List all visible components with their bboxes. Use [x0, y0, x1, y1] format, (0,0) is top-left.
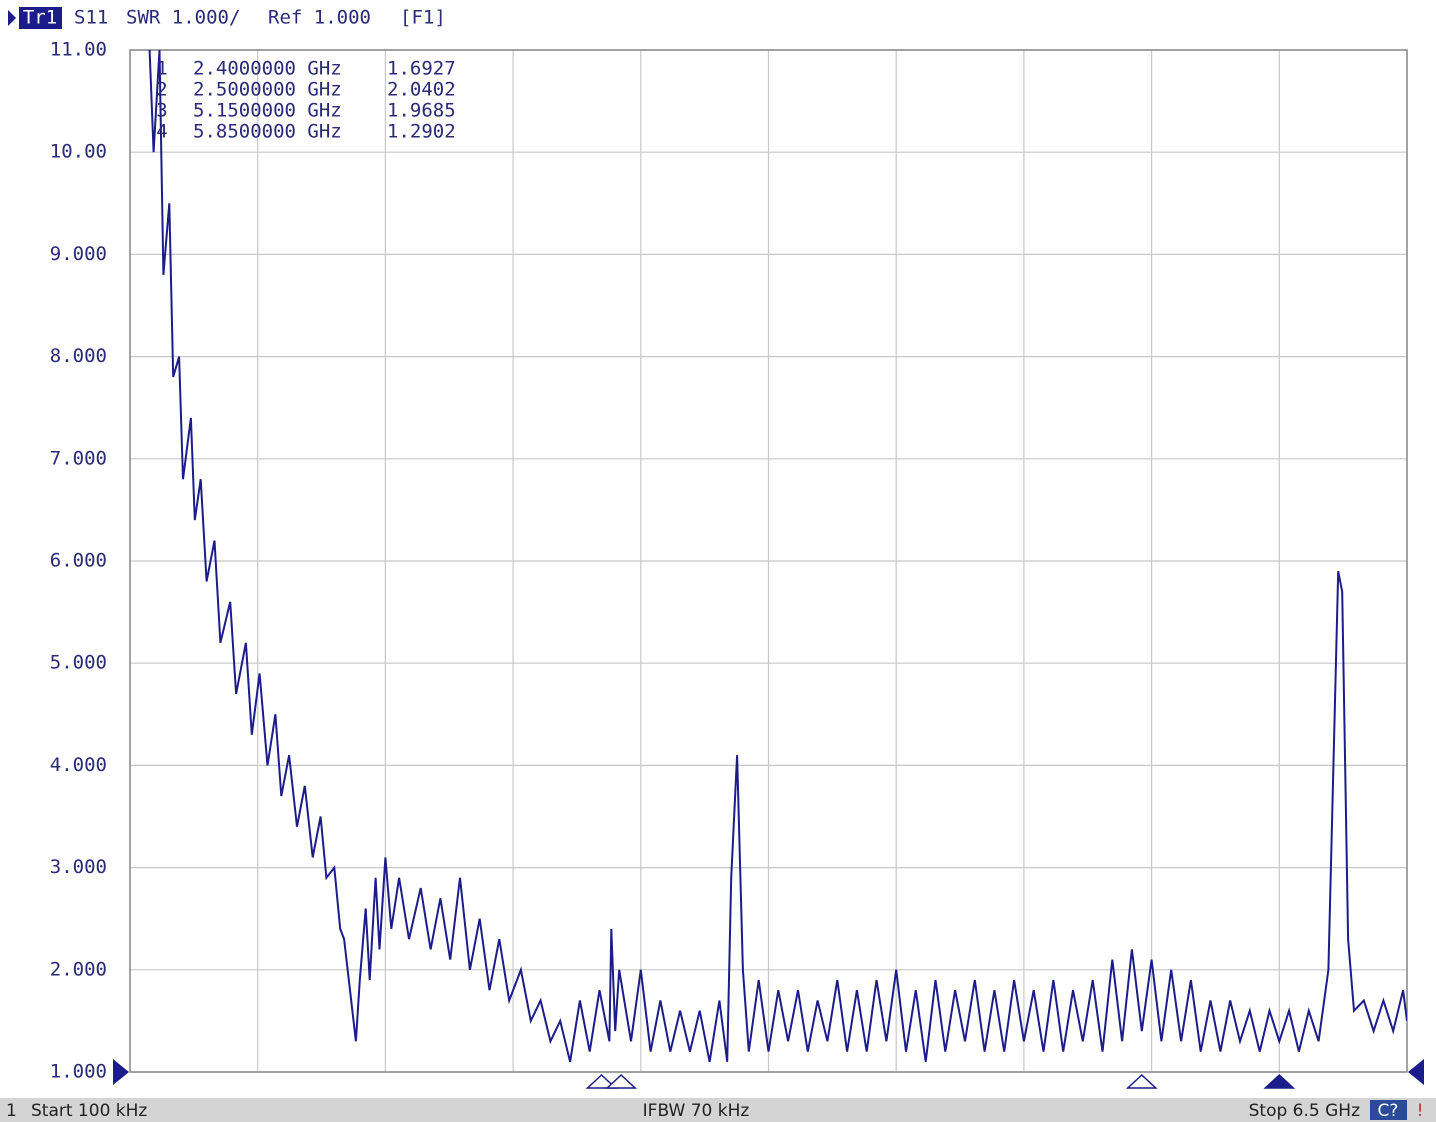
marker-triangle: [1125, 1073, 1158, 1089]
marker-triangle: [585, 1073, 618, 1089]
marker-number: 2: [156, 79, 167, 101]
function: [F1]: [400, 7, 446, 29]
marker-triangle: [1263, 1073, 1296, 1089]
stop: Stop 6.5 GHz: [1249, 1101, 1360, 1121]
cal-status: C?: [1378, 1101, 1399, 1121]
y-tick-label: 7.000: [50, 447, 107, 469]
channel: 1: [6, 1101, 17, 1121]
y-tick-label: 10.00: [50, 141, 107, 163]
marker-number: 1: [156, 58, 167, 80]
reference: Ref 1.000: [268, 7, 371, 29]
marker-frequency: 5.1500000 GHz: [193, 100, 342, 122]
trace-badge[interactable]: [19, 7, 62, 29]
marker-frequency: 2.4000000 GHz: [193, 58, 342, 80]
parameter: S11: [74, 7, 108, 29]
marker-triangle: [605, 1073, 638, 1089]
y-tick-label: 3.000: [50, 856, 107, 878]
start: Start 100 kHz: [31, 1101, 147, 1121]
status-bar: [0, 1098, 1436, 1122]
y-tick-label: 1.000: [50, 1061, 107, 1083]
marker-number: 4: [156, 121, 167, 143]
marker-frequency: 2.5000000 GHz: [193, 79, 342, 101]
y-tick-label: 4.000: [50, 754, 107, 776]
ref-left: [113, 1059, 129, 1085]
marker-value: 1.2902: [387, 121, 456, 143]
marker-value: 1.9685: [387, 100, 456, 122]
y-tick-label: 8.000: [50, 345, 107, 367]
marker-frequency: 5.8500000 GHz: [193, 121, 342, 143]
y-tick-label: 11.00: [50, 39, 107, 61]
format: SWR 1.000/: [126, 7, 240, 29]
trace-name: Tr1: [23, 7, 57, 29]
marker-number: 3: [156, 100, 167, 122]
y-tick-label: 5.000: [50, 652, 107, 674]
trace: [148, 50, 1407, 1063]
marker-value: 1.6927: [387, 58, 456, 80]
marker-value: 2.0402: [387, 79, 456, 101]
plot: 1.000 2.000 3.000 4.000 5.000 6.000 7.000 8.000…: [50, 39, 1424, 1089]
cal-status-box[interactable]: [1370, 1100, 1407, 1120]
y-tick-label: 2.000: [50, 958, 107, 980]
trace-arrow: [8, 10, 16, 26]
plot-frame: [129, 49, 1408, 1073]
y-tick-label: 9.000: [50, 243, 107, 265]
ref-right: [1408, 1059, 1424, 1085]
warning: !: [1417, 1101, 1424, 1121]
y-tick-label: 6.000: [50, 550, 107, 572]
ifbw: IFBW 70 kHz: [643, 1101, 750, 1121]
